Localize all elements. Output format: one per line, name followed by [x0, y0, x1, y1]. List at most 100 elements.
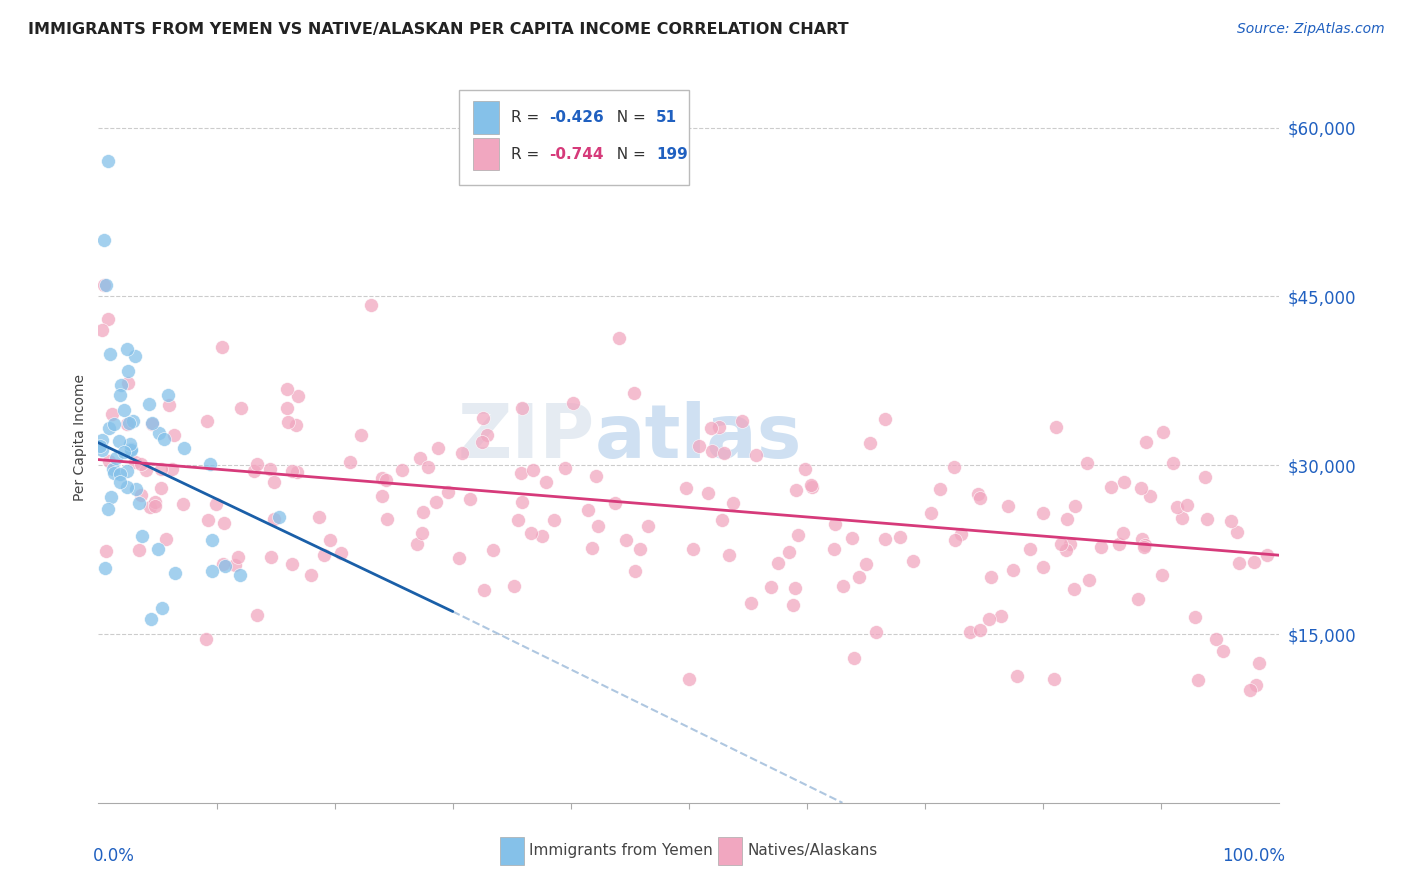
Point — [1005, 669, 1028, 683]
Point — [475, 428, 498, 442]
Point — [163, 427, 186, 442]
Point — [723, 496, 745, 510]
Point — [1042, 672, 1064, 686]
Point — [1135, 538, 1157, 552]
Point — [128, 542, 150, 557]
Point — [1059, 537, 1081, 551]
Point — [314, 548, 336, 562]
Point — [150, 462, 173, 476]
Point — [108, 467, 131, 481]
Point — [138, 397, 160, 411]
Point — [129, 457, 152, 471]
Point — [96, 544, 118, 558]
Point — [943, 533, 966, 547]
Text: Source: ZipAtlas.com: Source: ZipAtlas.com — [1237, 22, 1385, 37]
Point — [224, 558, 246, 572]
Text: atlas: atlas — [595, 401, 801, 474]
Point — [125, 483, 148, 497]
Point — [94, 278, 117, 293]
Point — [150, 600, 173, 615]
Point — [766, 556, 789, 570]
Point — [858, 436, 880, 450]
Point — [576, 503, 599, 517]
Point — [1244, 678, 1267, 692]
Point — [115, 464, 138, 478]
Point — [98, 421, 121, 435]
Point — [581, 541, 603, 556]
Point — [990, 608, 1012, 623]
Point — [267, 509, 290, 524]
Point — [1226, 524, 1249, 539]
FancyBboxPatch shape — [458, 90, 689, 185]
Point — [710, 513, 733, 527]
Point — [411, 526, 433, 541]
Point — [285, 465, 308, 479]
Point — [1112, 525, 1135, 540]
Point — [91, 434, 114, 448]
Point — [350, 428, 373, 442]
Point — [793, 462, 815, 476]
Point — [969, 623, 991, 637]
Point — [997, 500, 1019, 514]
Point — [873, 533, 896, 547]
Point — [1256, 548, 1278, 562]
Point — [110, 387, 132, 401]
Point — [117, 342, 139, 356]
Point — [1032, 506, 1054, 520]
Point — [226, 549, 249, 564]
Point — [787, 528, 810, 542]
Point — [319, 533, 342, 547]
Point — [482, 543, 505, 558]
Point — [117, 376, 139, 390]
Point — [824, 517, 846, 532]
Point — [148, 542, 170, 557]
Point — [697, 486, 720, 500]
Point — [90, 442, 112, 457]
Point — [201, 564, 224, 578]
Point — [628, 541, 651, 556]
Text: N =: N = — [607, 146, 651, 161]
Point — [1219, 514, 1241, 528]
Point — [172, 497, 194, 511]
Point — [124, 349, 146, 363]
Point — [195, 414, 218, 428]
Point — [949, 526, 972, 541]
Point — [135, 462, 157, 476]
Point — [967, 487, 990, 501]
Point — [110, 377, 132, 392]
Point — [800, 480, 823, 494]
Bar — [501, 838, 523, 865]
Point — [120, 436, 142, 450]
Point — [201, 533, 224, 547]
Point — [156, 388, 179, 402]
Point — [1108, 537, 1130, 551]
Point — [89, 439, 111, 453]
Point — [1197, 512, 1219, 526]
Point — [122, 414, 145, 428]
Point — [141, 416, 163, 430]
Point — [98, 347, 121, 361]
Point — [418, 460, 440, 475]
Point — [214, 559, 236, 574]
Point — [259, 462, 281, 476]
Point — [436, 484, 458, 499]
Point — [1227, 557, 1250, 571]
Point — [700, 421, 723, 435]
Point — [928, 482, 950, 496]
Point — [1045, 419, 1067, 434]
Point — [200, 457, 222, 471]
Point — [93, 278, 115, 293]
Text: 100.0%: 100.0% — [1222, 847, 1285, 864]
Point — [108, 434, 131, 449]
Point — [229, 401, 252, 415]
Point — [1126, 591, 1149, 606]
Point — [301, 568, 323, 582]
Text: IMMIGRANTS FROM YEMEN VS NATIVE/ALASKAN PER CAPITA INCOME CORRELATION CHART: IMMIGRANTS FROM YEMEN VS NATIVE/ALASKAN … — [28, 22, 849, 37]
Point — [118, 416, 141, 430]
Point — [425, 495, 447, 509]
Point — [131, 529, 153, 543]
Point — [759, 580, 782, 594]
Point — [713, 445, 735, 459]
Point — [103, 417, 125, 432]
Point — [308, 510, 330, 524]
